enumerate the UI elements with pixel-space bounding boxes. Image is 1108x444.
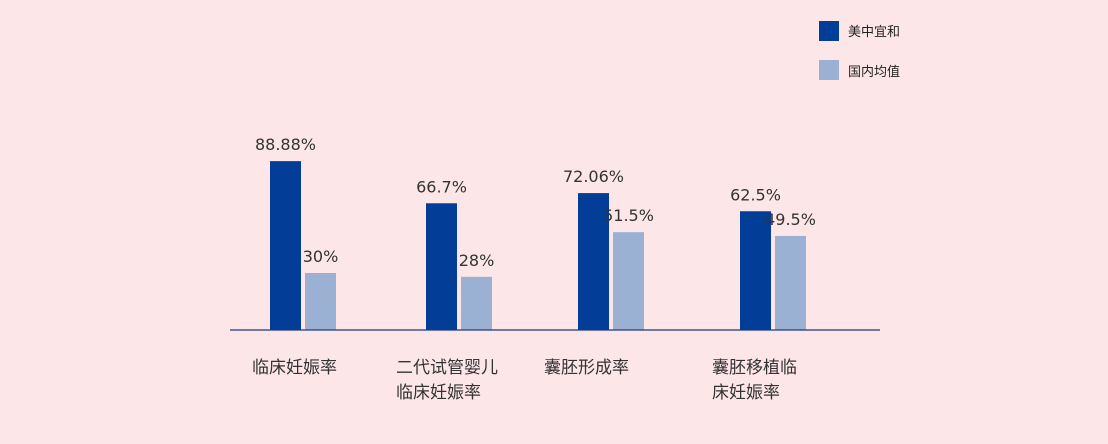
legend-label-national-average: 国内均值 — [848, 64, 900, 80]
bar-series1-cat1 — [461, 276, 492, 330]
value-label-series1-cat3: 49.5% — [765, 210, 816, 229]
bars-group — [270, 161, 806, 330]
legend-swatch-meizhongyihe — [819, 21, 839, 41]
bar-series1-cat3 — [775, 235, 806, 330]
value-label-series1-cat2: 51.5% — [603, 206, 654, 225]
category-label-2-line0: 囊胚形成率 — [544, 358, 629, 378]
value-label-series1-cat1: 28% — [459, 251, 495, 270]
bar-series0-cat0 — [270, 161, 301, 330]
value-label-series0-cat2: 72.06% — [563, 167, 624, 186]
legend: 美中宜和 国内均值 — [819, 21, 900, 80]
value-label-series0-cat3: 62.5% — [730, 185, 781, 204]
category-label-3-line0: 囊胚移植临 — [712, 358, 797, 378]
bar-series0-cat1 — [426, 203, 457, 330]
value-label-series1-cat0: 30% — [303, 247, 339, 266]
category-label-1-line0: 二代试管婴儿 — [396, 358, 498, 378]
category-label-3-line1: 床妊娠率 — [712, 383, 780, 403]
legend-label-meizhongyihe: 美中宜和 — [848, 25, 900, 40]
bar-series0-cat3 — [740, 211, 771, 330]
category-label-0-line0: 临床妊娠率 — [252, 358, 337, 378]
value-label-series0-cat1: 66.7% — [416, 177, 467, 196]
value-label-series0-cat0: 88.88% — [255, 135, 316, 154]
bar-series1-cat0 — [305, 273, 336, 330]
bar-series0-cat2 — [578, 193, 609, 330]
legend-swatch-national-average — [819, 60, 839, 80]
value-labels-group: 88.88% 30% 66.7% 28% 72.06% 51.5% 62.5% 49.5% — [255, 135, 816, 270]
category-label-1-line1: 临床妊娠率 — [396, 383, 481, 403]
bar-series1-cat2 — [613, 232, 644, 330]
